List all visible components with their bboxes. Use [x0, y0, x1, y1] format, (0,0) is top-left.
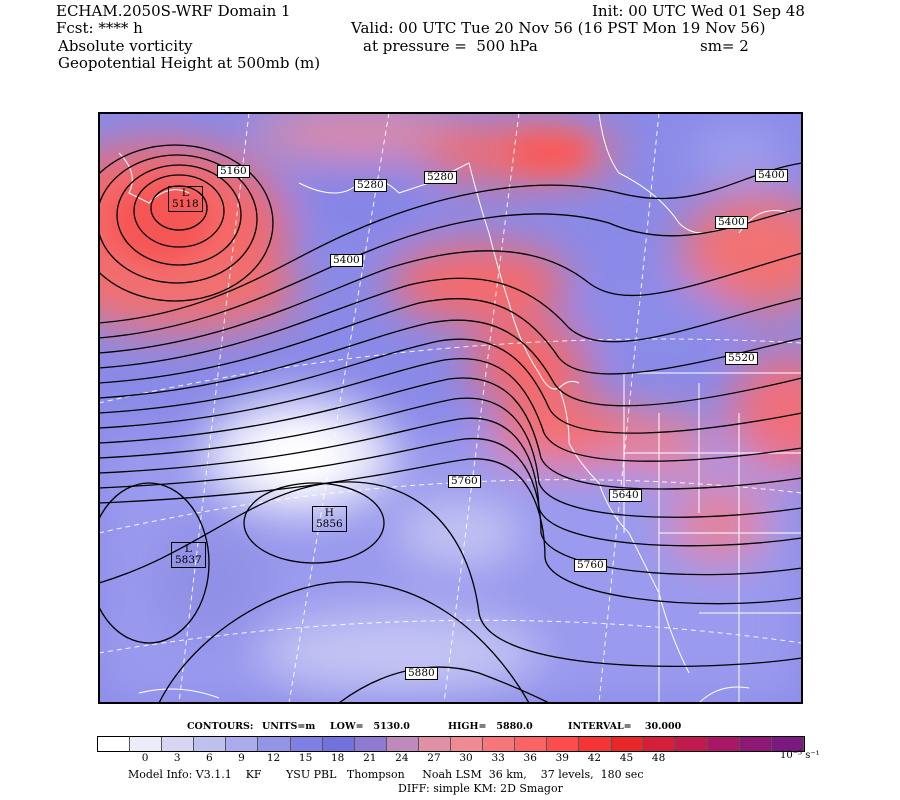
low-letter: L [184, 543, 192, 555]
low-value: 5118 [172, 198, 199, 210]
colorbar-swatch [258, 737, 291, 751]
contour-label: 5400 [330, 254, 363, 267]
colorbar-tick-label: 12 [266, 752, 281, 764]
contour-label: 5520 [725, 352, 758, 365]
contour-info-units: UNITS=m [262, 721, 316, 732]
low-marker-sw: L 5837 [171, 542, 206, 568]
colorbar-swatch [130, 737, 163, 751]
colorbar-swatch [515, 737, 548, 751]
contour-label: 5400 [715, 216, 748, 229]
colorbar-swatch [771, 737, 805, 751]
colorbar-swatch [739, 737, 772, 751]
smoothing: sm= 2 [700, 37, 749, 55]
low-value: 5837 [175, 554, 202, 566]
colorbar-swatch [386, 737, 419, 751]
pressure-level: at pressure = 500 hPa [363, 37, 538, 55]
high-letter: H [324, 507, 334, 519]
colorbar-tick-label: 9 [238, 752, 245, 764]
colorbar-tick-label: 18 [330, 752, 345, 764]
colorbar-swatch [675, 737, 708, 751]
contour-label: 5880 [405, 667, 438, 680]
colorbar-tick-label: 30 [459, 752, 473, 764]
height-contours [99, 144, 802, 703]
init-time: Init: 00 UTC Wed 01 Sep 48 [592, 2, 805, 20]
contour-label: 5160 [217, 165, 250, 178]
colorbar-swatch [354, 737, 387, 751]
colorbar-tick-label: 3 [173, 752, 181, 764]
colorbar-tick-label: 27 [427, 752, 441, 764]
high-marker: H 5856 [312, 506, 347, 532]
colorbar [97, 736, 805, 752]
forecast-hour: Fcst: **** h [56, 19, 143, 37]
colorbar-swatch [194, 737, 227, 751]
colorbar-swatch [226, 737, 259, 751]
colorbar-tick-label: 39 [555, 752, 569, 764]
colorbar-swatch [579, 737, 612, 751]
contour-info-low: LOW= 5130.0 [330, 721, 410, 732]
lat-lon-grid [99, 113, 802, 703]
colorbar-tick-label: 24 [395, 752, 409, 764]
colorbar-swatch [707, 737, 740, 751]
colorbar-swatch [322, 737, 355, 751]
colorbar-swatch [643, 737, 676, 751]
colorbar-swatch [418, 737, 452, 751]
colorbar-tick-label: 42 [587, 752, 602, 764]
diff-info: DIFF: simple KM: 2D Smagor [398, 782, 563, 795]
colorbar-tick-label: 0 [141, 752, 149, 764]
contour-label: 5760 [448, 475, 481, 488]
contour-label: 5280 [354, 179, 387, 192]
model-title: ECHAM.2050S-WRF Domain 1 [56, 2, 291, 20]
contour-label: 5400 [755, 169, 788, 182]
colorbar-tick-label: 15 [298, 752, 313, 764]
colorbar-unit: 10⁻⁵ s⁻¹ [780, 750, 820, 761]
colorbar-swatch [451, 737, 484, 751]
colorbar-tick-label: 21 [363, 752, 377, 764]
colorbar-tick-label: 45 [619, 752, 634, 764]
field-name-height: Geopotential Height at 500mb (m) [58, 54, 321, 72]
low-letter: L [181, 187, 189, 199]
coastlines [118, 113, 802, 703]
contour-label: 5760 [574, 559, 607, 572]
model-info: Model Info: V3.1.1 KF YSU PBL Thompson N… [128, 768, 644, 781]
field-name-vorticity: Absolute vorticity [58, 37, 193, 55]
colorbar-tick-label: 48 [651, 752, 666, 764]
colorbar-swatch [611, 737, 644, 751]
contour-label: 5280 [424, 171, 457, 184]
colorbar-swatch [290, 737, 323, 751]
colorbar-swatch [547, 737, 580, 751]
colorbar-tick-label: 6 [205, 752, 213, 764]
contour-info-high: HIGH= 5880.0 [448, 721, 533, 732]
contour-label: 5640 [609, 489, 642, 502]
map-canvas [99, 113, 802, 703]
contour-info-interval: INTERVAL= 30.000 [568, 721, 682, 732]
map-frame [99, 113, 802, 703]
colorbar-swatch [162, 737, 195, 751]
colorbar-tick-label: 36 [523, 752, 537, 764]
vorticity-map: 5160 5280 5280 5400 5400 5400 5520 5640 … [98, 112, 803, 704]
colorbar-swatch [483, 737, 516, 751]
valid-time: Valid: 00 UTC Tue 20 Nov 56 (16 PST Mon … [351, 19, 766, 37]
low-marker-nw: L 5118 [168, 186, 203, 212]
colorbar-tick-label: 33 [491, 752, 505, 764]
high-value: 5856 [316, 518, 343, 530]
contour-info-label: CONTOURS: [187, 721, 254, 732]
colorbar-swatch [98, 737, 131, 751]
